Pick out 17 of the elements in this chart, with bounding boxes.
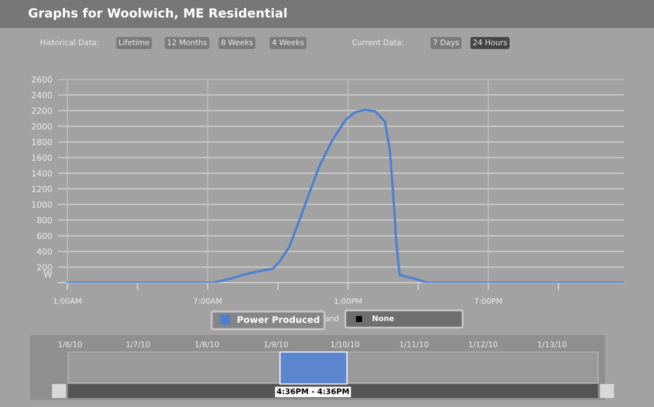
y-tick-label: 600 — [37, 232, 52, 240]
y-tick-label: 1600 — [32, 154, 52, 161]
line-series — [66, 108, 624, 283]
y-tick-label: 800 — [37, 217, 52, 224]
y-tick-label: 1200 — [32, 186, 52, 192]
y-tick-label: 2600 — [32, 76, 52, 83]
y-tick-label: 2400 — [32, 92, 52, 98]
y-axis-title: W — [44, 270, 52, 278]
y-tick-label: 1800 — [32, 138, 52, 146]
y-tick-label: 200 — [37, 264, 52, 270]
y-tick-label: 2200 — [32, 108, 52, 114]
y-tick-label: 2000 — [32, 123, 52, 130]
y-tick-label: 400 — [36, 248, 52, 255]
legend-label: Power Produced — [238, 316, 320, 323]
y-tick-label: 1000 — [32, 201, 52, 208]
y-tick-label: 1400 — [32, 170, 52, 176]
chart-title: Graphs for Woolwich, ME Residential — [28, 8, 286, 20]
